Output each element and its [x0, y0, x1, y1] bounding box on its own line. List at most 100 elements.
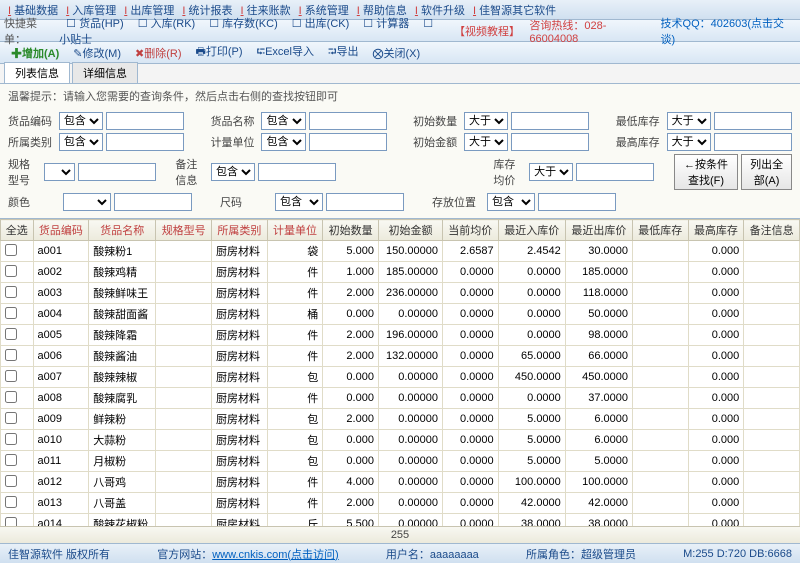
filter-op-select[interactable]: 包含	[59, 133, 103, 151]
row-checkbox[interactable]	[5, 307, 17, 319]
row-checkbox-cell[interactable]	[1, 346, 34, 367]
row-checkbox[interactable]	[5, 391, 17, 403]
filter-value-input[interactable]	[309, 133, 387, 151]
table-row[interactable]: a003酸辣鲜味王厨房材料件2.000236.000000.00000.0000…	[1, 283, 800, 304]
col-header[interactable]: 最近入库价	[498, 220, 565, 241]
col-header[interactable]: 最高库存	[688, 220, 744, 241]
row-checkbox-cell[interactable]	[1, 409, 34, 430]
filter-value-input[interactable]	[106, 112, 184, 130]
row-checkbox-cell[interactable]	[1, 304, 34, 325]
filter-value-input[interactable]	[576, 163, 654, 181]
row-checkbox-cell[interactable]	[1, 283, 34, 304]
filter-value-input[interactable]	[511, 133, 589, 151]
tab-list-info[interactable]: 列表信息	[4, 62, 70, 83]
col-header[interactable]: 所属类别	[212, 220, 268, 241]
add-button[interactable]: ✚增加(A)	[5, 43, 65, 63]
filter-op-select[interactable]: 大于	[464, 112, 508, 130]
row-checkbox-cell[interactable]	[1, 325, 34, 346]
col-header[interactable]: 货品编码	[33, 220, 89, 241]
table-row[interactable]: a009鲜辣粉厨房材料包2.0000.000000.00005.00006.00…	[1, 409, 800, 430]
shortcut-1[interactable]: ☐ 入库(RK)	[132, 16, 202, 32]
row-checkbox[interactable]	[5, 412, 17, 424]
filter-op-select[interactable]: 包含	[487, 193, 535, 211]
close-button[interactable]: ⨂关闭(X)	[366, 43, 426, 63]
table-row[interactable]: a012八哥鸡厨房材料件4.0000.000000.0000100.000010…	[1, 472, 800, 493]
row-checkbox-cell[interactable]	[1, 514, 34, 527]
shortcut-0[interactable]: ☐ 货品(HP)	[60, 16, 130, 32]
edit-button[interactable]: ✎修改(M)	[67, 43, 127, 63]
filter-value-input[interactable]	[309, 112, 387, 130]
col-header[interactable]: 初始金额	[378, 220, 442, 241]
delete-button[interactable]: ✖删除(R)	[129, 43, 188, 63]
filter-value-input[interactable]	[511, 112, 589, 130]
shortcut-4[interactable]: ☐ 计算器	[357, 16, 415, 32]
qq-contact-link[interactable]: 技术QQ：402603(点击交谈)	[655, 13, 796, 49]
filter-op-select[interactable]: 大于	[667, 112, 711, 130]
filter-value-input[interactable]	[114, 193, 192, 211]
row-checkbox-cell[interactable]	[1, 367, 34, 388]
row-checkbox-cell[interactable]	[1, 493, 34, 514]
filter-op-select[interactable]: 大于	[464, 133, 508, 151]
excel-import-button[interactable]: ⮓Excel导入	[251, 41, 320, 64]
filter-value-input[interactable]	[714, 133, 792, 151]
row-checkbox[interactable]	[5, 475, 17, 487]
filter-op-select[interactable]: 包含	[261, 133, 305, 151]
find-button[interactable]: ←按条件查找(F)	[674, 154, 738, 190]
filter-op-select[interactable]: 大于	[667, 133, 711, 151]
table-row[interactable]: a005酸辣降霜厨房材料件2.000196.000000.00000.00009…	[1, 325, 800, 346]
table-row[interactable]: a010大蒜粉厨房材料包0.0000.000000.00005.00006.00…	[1, 430, 800, 451]
shortcut-3[interactable]: ☐ 出库(CK)	[286, 16, 356, 32]
export-button[interactable]: ⮒导出	[322, 41, 365, 64]
table-row[interactable]: a008酸辣腐乳厨房材料件0.0000.000000.00000.000037.…	[1, 388, 800, 409]
row-checkbox-cell[interactable]	[1, 451, 34, 472]
filter-value-input[interactable]	[78, 163, 156, 181]
col-header[interactable]: 货品名称	[89, 220, 156, 241]
row-checkbox[interactable]	[5, 433, 17, 445]
list-all-button[interactable]: 列出全部(A)	[741, 154, 792, 190]
table-row[interactable]: a001酸辣粉1厨房材料袋5.000150.000002.65872.45423…	[1, 241, 800, 262]
row-checkbox-cell[interactable]	[1, 472, 34, 493]
filter-value-input[interactable]	[258, 163, 336, 181]
print-button[interactable]: 🖶打印(P)	[190, 41, 249, 64]
filter-op-select[interactable]: 包含	[275, 193, 323, 211]
video-tutorial-link[interactable]: 【视频教程】	[448, 21, 521, 41]
row-checkbox[interactable]	[5, 328, 17, 340]
filter-op-select[interactable]: 包含	[261, 112, 305, 130]
filter-value-input[interactable]	[714, 112, 792, 130]
row-checkbox-cell[interactable]	[1, 262, 34, 283]
row-checkbox[interactable]	[5, 349, 17, 361]
filter-op-select[interactable]: 包含	[59, 112, 103, 130]
filter-op-select[interactable]: 大于	[529, 163, 573, 181]
table-row[interactable]: a002酸辣鸡精厨房材料件1.000185.000000.00000.00001…	[1, 262, 800, 283]
col-header[interactable]: 初始数量	[323, 220, 379, 241]
col-header[interactable]: 最低库存	[632, 220, 688, 241]
row-checkbox[interactable]	[5, 265, 17, 277]
row-checkbox[interactable]	[5, 244, 17, 256]
table-row[interactable]: a014酸辣花椒粉厨房材料斤5.5000.000000.000038.00003…	[1, 514, 800, 527]
col-header[interactable]: 当前均价	[442, 220, 498, 241]
row-checkbox-cell[interactable]	[1, 430, 34, 451]
website-link[interactable]: www.cnkis.com(点击访问)	[212, 549, 339, 561]
table-row[interactable]: a013八哥盖厨房材料件2.0000.000000.000042.000042.…	[1, 493, 800, 514]
table-row[interactable]: a007酸辣辣椒厨房材料包0.0000.000000.0000450.00004…	[1, 367, 800, 388]
filter-value-input[interactable]	[538, 193, 616, 211]
table-row[interactable]: a004酸辣甜面酱厨房材料桶0.0000.000000.00000.000050…	[1, 304, 800, 325]
col-header[interactable]: 计量单位	[267, 220, 323, 241]
col-header[interactable]: 备注信息	[744, 220, 800, 241]
filter-value-input[interactable]	[326, 193, 404, 211]
row-checkbox[interactable]	[5, 370, 17, 382]
row-checkbox[interactable]	[5, 454, 17, 466]
table-row[interactable]: a011月椒粉厨房材料包0.0000.000000.00005.00005.00…	[1, 451, 800, 472]
filter-op-select[interactable]	[44, 163, 75, 181]
filter-value-input[interactable]	[106, 133, 184, 151]
row-checkbox[interactable]	[5, 286, 17, 298]
row-checkbox-cell[interactable]	[1, 241, 34, 262]
row-checkbox[interactable]	[5, 517, 17, 527]
data-grid-wrapper[interactable]: 全选货品编码货品名称规格型号所属类别计量单位初始数量初始金额当前均价最近入库价 最…	[0, 218, 800, 526]
col-header[interactable]: 规格型号	[156, 220, 212, 241]
col-select-all[interactable]: 全选	[1, 220, 34, 241]
table-row[interactable]: a006酸辣酱油厨房材料件2.000132.000000.000065.0000…	[1, 346, 800, 367]
filter-op-select[interactable]	[63, 193, 111, 211]
shortcut-2[interactable]: ☐ 库存数(KC)	[203, 16, 284, 32]
filter-op-select[interactable]: 包含	[211, 163, 255, 181]
